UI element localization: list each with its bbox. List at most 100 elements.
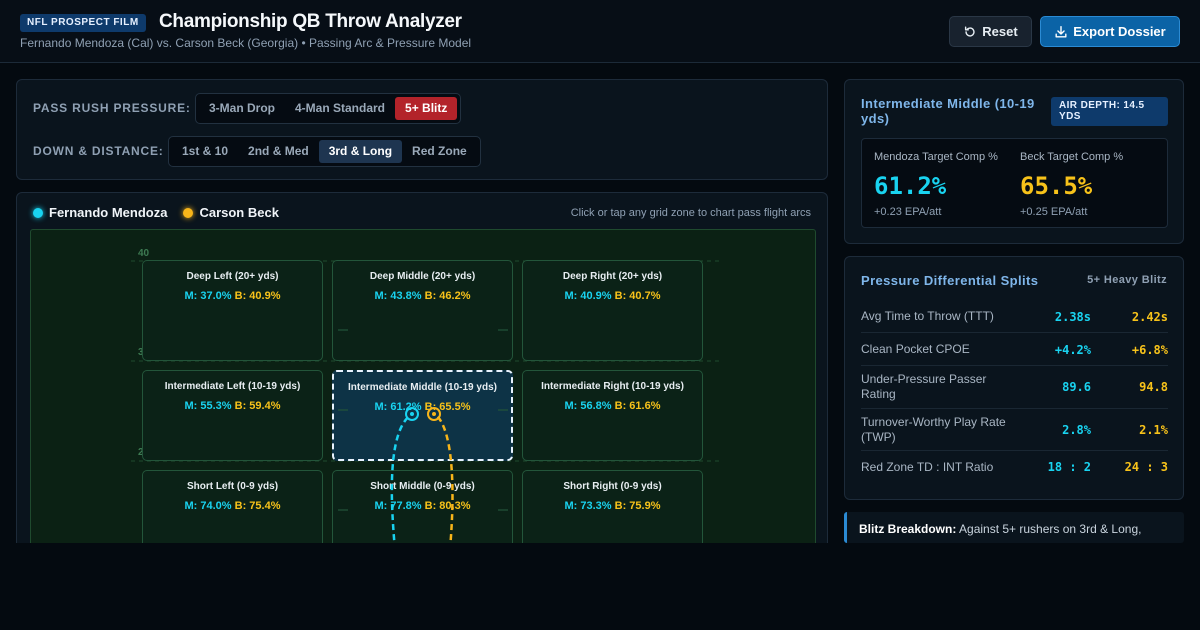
split-mendoza-value: 2.38s bbox=[1054, 310, 1091, 324]
zone-deep-middle[interactable]: Deep Middle (20+ yds) M: 43.8% B: 46.2% bbox=[332, 260, 513, 361]
down-option-2nd-med[interactable]: 2nd & Med bbox=[248, 144, 309, 158]
split-row: Under-Pressure Passer Rating 89.6 94.8 bbox=[861, 366, 1168, 409]
pressure-label: PASS RUSH PRESSURE: bbox=[33, 101, 191, 115]
zone-mendoza-pct: M: 43.8% bbox=[374, 290, 422, 302]
pressure-splits-panel: Pressure Differential Splits 5+ Heavy Bl… bbox=[844, 256, 1184, 500]
split-label: Under-Pressure Passer Rating bbox=[861, 372, 987, 401]
zone-name: Deep Middle (20+ yds) bbox=[369, 271, 476, 282]
down-segmented-control: 1st & 10 2nd & Med 3rd & Long Red Zone bbox=[168, 136, 481, 167]
brand-badge: NFL PROSPECT FILM bbox=[20, 14, 146, 32]
field-panel: Fernando Mendoza Carson Beck Click or ta… bbox=[16, 192, 828, 559]
zone-name: Intermediate Right (10-19 yds) bbox=[541, 381, 684, 392]
blitz-breakdown-note: Blitz Breakdown: Against 5+ rushers on 3… bbox=[844, 512, 1184, 543]
mendoza-comp-label: Mendoza Target Comp % bbox=[874, 151, 998, 163]
split-row: Red Zone TD : INT Ratio 18 : 2 24 : 3 bbox=[861, 451, 1168, 483]
export-label: Export Dossier bbox=[1073, 24, 1166, 39]
beck-comp-label: Beck Target Comp % bbox=[1020, 151, 1124, 163]
zone-beck-pct: B: 75.9% bbox=[614, 500, 661, 512]
beck-dot-icon bbox=[183, 207, 194, 218]
zone-name: Short Right (0-9 yds) bbox=[563, 481, 662, 492]
zone-beck-pct: B: 40.7% bbox=[614, 290, 661, 302]
field-hint: Click or tap any grid zone to chart pass… bbox=[570, 207, 811, 219]
split-row: Turnover-Worthy Play Rate (TWP) 2.8% 2.1… bbox=[861, 409, 1168, 451]
mendoza-dot-icon bbox=[33, 207, 43, 218]
reset-button[interactable]: Reset bbox=[949, 16, 1032, 47]
zone-deep-left[interactable]: Deep Left (20+ yds) M: 37.0% B: 40.9% bbox=[142, 260, 323, 361]
down-option-1st-10[interactable]: 1st & 10 bbox=[182, 144, 229, 158]
legend-beck: Carson Beck bbox=[199, 205, 279, 220]
download-icon bbox=[1055, 26, 1067, 38]
zone-mendoza-pct: M: 73.3% bbox=[564, 500, 612, 512]
split-beck-value: 2.1% bbox=[1139, 423, 1168, 437]
zone-intermediate-left[interactable]: Intermediate Left (10-19 yds) M: 55.3% B… bbox=[142, 370, 323, 461]
below-fold bbox=[0, 543, 1200, 630]
split-beck-value: 24 : 3 bbox=[1124, 460, 1168, 474]
pressure-option-3-man[interactable]: 3-Man Drop bbox=[209, 101, 275, 115]
split-label: Red Zone TD : INT Ratio bbox=[861, 460, 994, 474]
zone-name: Deep Right (20+ yds) bbox=[562, 271, 663, 282]
zone-beck-pct: B: 40.9% bbox=[234, 290, 281, 302]
split-mendoza-value: 18 : 2 bbox=[1047, 460, 1091, 474]
zone-intermediate-right[interactable]: Intermediate Right (10-19 yds) M: 56.8% … bbox=[522, 370, 703, 461]
split-mendoza-value: 2.8% bbox=[1062, 423, 1091, 437]
down-option-3rd-long[interactable]: 3rd & Long bbox=[318, 140, 403, 163]
pressure-segmented-control: 3-Man Drop 4-Man Standard 5+ Blitz bbox=[195, 93, 462, 124]
split-mendoza-value: +4.2% bbox=[1054, 343, 1091, 357]
detail-title: Intermediate Middle (10-19 yds) bbox=[861, 96, 1035, 126]
zone-mendoza-pct: M: 40.9% bbox=[564, 290, 612, 302]
zone-name: Intermediate Middle (10-19 yds) bbox=[348, 382, 497, 393]
zone-mendoza-pct: M: 37.0% bbox=[184, 290, 232, 302]
app-title: Championship QB Throw Analyzer bbox=[159, 11, 462, 32]
splits-title: Pressure Differential Splits bbox=[861, 273, 1039, 288]
comp-box: Mendoza Target Comp % 61.2% +0.23 EPA/at… bbox=[861, 138, 1168, 228]
zone-name: Deep Left (20+ yds) bbox=[186, 271, 279, 282]
down-label: DOWN & DISTANCE: bbox=[33, 144, 164, 158]
controls-panel: PASS RUSH PRESSURE: 3-Man Drop 4-Man Sta… bbox=[16, 79, 828, 180]
pressure-option-4-man[interactable]: 4-Man Standard bbox=[295, 101, 386, 115]
app-subtitle: Fernando Mendoza (Cal) vs. Carson Beck (… bbox=[20, 36, 472, 50]
beck-epa: +0.25 EPA/att bbox=[1020, 206, 1088, 218]
note-text: Against 5+ rushers on 3rd & Long, bbox=[959, 522, 1142, 536]
split-label: Avg Time to Throw (TTT) bbox=[861, 309, 994, 323]
zone-intermediate-middle[interactable]: Intermediate Middle (10-19 yds) M: 61.2%… bbox=[332, 370, 513, 461]
mendoza-comp-value: 61.2% bbox=[874, 172, 947, 200]
split-beck-value: 2.42s bbox=[1131, 310, 1168, 324]
pressure-option-blitz[interactable]: 5+ Blitz bbox=[395, 97, 458, 120]
zone-mendoza-pct: M: 74.0% bbox=[184, 500, 232, 512]
split-label: Turnover-Worthy Play Rate (TWP) bbox=[861, 415, 1006, 444]
zone-beck-pct: B: 75.4% bbox=[234, 500, 281, 512]
down-option-red-zone[interactable]: Red Zone bbox=[412, 144, 467, 158]
split-label: Clean Pocket CPOE bbox=[861, 342, 970, 356]
split-mendoza-value: 89.6 bbox=[1062, 380, 1091, 394]
mendoza-epa: +0.23 EPA/att bbox=[874, 206, 942, 218]
split-row: Clean Pocket CPOE +4.2% +6.8% bbox=[861, 333, 1168, 366]
football-field: 40 30 20 Deep Left (20+ yds) M: 37.0% B:… bbox=[30, 229, 816, 559]
top-bar: NFL PROSPECT FILM Championship QB Throw … bbox=[0, 0, 1200, 63]
zone-mendoza-pct: M: 77.8% bbox=[374, 500, 422, 512]
zone-beck-pct: B: 80.3% bbox=[424, 500, 471, 512]
yard-number: 40 bbox=[138, 248, 150, 259]
zone-detail-panel: Intermediate Middle (10-19 yds) AIR DEPT… bbox=[844, 79, 1184, 244]
zone-deep-right[interactable]: Deep Right (20+ yds) M: 40.9% B: 40.7% bbox=[522, 260, 703, 361]
air-depth-badge: AIR DEPTH: 14.5 YDS bbox=[1051, 97, 1168, 126]
zone-beck-pct: B: 59.4% bbox=[234, 400, 281, 412]
reset-icon bbox=[964, 26, 975, 37]
splits-tag: 5+ Heavy Blitz bbox=[1087, 274, 1167, 286]
zone-beck-pct: B: 61.6% bbox=[614, 400, 661, 412]
export-dossier-button[interactable]: Export Dossier bbox=[1040, 16, 1180, 47]
zone-beck-pct: B: 46.2% bbox=[424, 290, 471, 302]
note-lead: Blitz Breakdown: bbox=[859, 522, 957, 536]
legend: Fernando Mendoza Carson Beck bbox=[33, 205, 279, 220]
zone-name: Short Left (0-9 yds) bbox=[186, 481, 279, 492]
zone-mendoza-pct: M: 56.8% bbox=[564, 400, 612, 412]
reset-label: Reset bbox=[982, 24, 1018, 39]
split-row: Avg Time to Throw (TTT) 2.38s 2.42s bbox=[861, 301, 1168, 333]
split-beck-value: 94.8 bbox=[1139, 380, 1168, 394]
zone-mendoza-pct: M: 55.3% bbox=[184, 400, 232, 412]
zone-mendoza-pct: M: 61.2% bbox=[374, 401, 422, 413]
legend-mendoza: Fernando Mendoza bbox=[49, 205, 168, 220]
zone-name: Short Middle (0-9 yds) bbox=[370, 481, 475, 492]
zone-name: Intermediate Left (10-19 yds) bbox=[164, 381, 301, 392]
beck-comp-value: 65.5% bbox=[1020, 172, 1093, 200]
zone-beck-pct: B: 65.5% bbox=[424, 401, 471, 413]
